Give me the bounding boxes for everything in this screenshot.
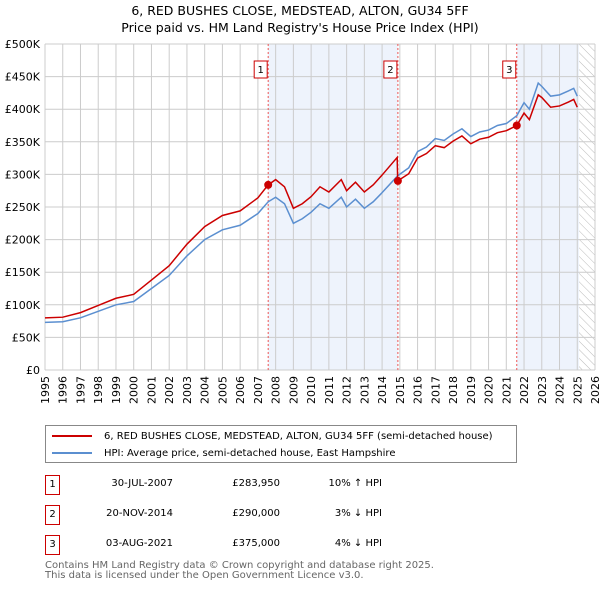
y-tick-label: £400K (5, 103, 41, 116)
sale-number: 3 (45, 535, 60, 555)
sale-label-box (383, 60, 398, 79)
x-tick-label: 2002 (163, 376, 176, 404)
legend-item-property: 6, RED BUSHES CLOSE, MEDSTEAD, ALTON, GU… (46, 428, 493, 444)
x-tick-label: 2017 (429, 376, 442, 404)
footer-line: This data is licensed under the Open Gov… (45, 570, 364, 581)
footer-line: Contains HM Land Registry data © Crown c… (45, 560, 434, 571)
sale-vs-hpi: 10% ↑ HPI (328, 478, 382, 489)
legend-swatch (52, 435, 92, 437)
x-tick-label: 2026 (589, 376, 600, 404)
x-tick-label: 2020 (483, 376, 496, 404)
x-tick-label: 1997 (74, 376, 87, 404)
chart-title: 6, RED BUSHES CLOSE, MEDSTEAD, ALTON, GU… (131, 3, 469, 18)
x-tick-label: 1998 (92, 376, 105, 404)
legend-label: 6, RED BUSHES CLOSE, MEDSTEAD, ALTON, GU… (104, 430, 493, 442)
x-tick-label: 2015 (394, 376, 407, 404)
sale-row: 1 30-JUL-2007 £283,950 10% ↑ HPI (45, 475, 545, 495)
x-tick-label: 2021 (500, 376, 513, 404)
x-tick-label: 2023 (536, 376, 549, 404)
x-tick-label: 2014 (376, 376, 389, 404)
x-tick-label: 2025 (571, 376, 584, 404)
x-tick-label: 2004 (199, 376, 212, 404)
sale-date: 03-AUG-2021 (105, 538, 173, 549)
x-tick-label: 2003 (181, 376, 194, 404)
x-tick-label: 2016 (412, 376, 425, 404)
y-tick-label: £250K (5, 201, 41, 214)
x-tick-label: 2008 (270, 376, 283, 404)
x-tick-label: 1999 (110, 376, 123, 404)
x-tick-label: 2024 (554, 376, 567, 404)
x-tick-label: 2011 (323, 376, 336, 404)
y-tick-label: £200K (5, 234, 41, 247)
sale-number: 1 (45, 475, 60, 495)
sale-label: 2 (387, 65, 393, 76)
y-tick-label: £150K (5, 266, 41, 279)
x-tick-label: 2001 (145, 376, 158, 404)
y-tick-label: £300K (5, 168, 41, 181)
sale-row: 2 20-NOV-2014 £290,000 3% ↓ HPI (45, 505, 545, 525)
y-tick-label: £450K (5, 71, 41, 84)
y-tick-label: £0 (26, 364, 40, 377)
chart-subtitle: Price paid vs. HM Land Registry's House … (121, 20, 479, 35)
sale-label: 3 (506, 65, 512, 76)
x-tick-label: 2010 (305, 376, 318, 404)
legend-item-hpi: HPI: Average price, semi-detached house,… (46, 445, 395, 461)
sale-label-box (253, 60, 268, 79)
y-tick-label: £50K (12, 331, 41, 344)
price-chart: 1995 1996 1997 1998 1999 2000 2001 2002 2003 2004… (5, 38, 600, 404)
series-line (44, 93, 578, 319)
sale-row: 3 03-AUG-2021 £375,000 4% ↓ HPI (45, 535, 545, 555)
x-tick-label: 2005 (216, 376, 229, 404)
x-tick-label: 1996 (57, 376, 70, 404)
sale-price: £290,000 (232, 508, 280, 519)
x-tick-label: 1995 (39, 376, 52, 404)
x-tick-label: 2006 (234, 376, 247, 404)
legend: 6, RED BUSHES CLOSE, MEDSTEAD, ALTON, GU… (45, 425, 517, 463)
sale-number: 2 (45, 505, 60, 525)
sale-point (264, 180, 273, 189)
sale-vs-hpi: 3% ↓ HPI (334, 508, 382, 519)
sale-price: £375,000 (232, 538, 280, 549)
x-tick-label: 2000 (128, 376, 141, 404)
x-tick-label: 2012 (341, 376, 354, 404)
sale-label: 1 (258, 65, 264, 76)
footer: Contains HM Land Registry data © Crown c… (45, 561, 434, 581)
legend-swatch (52, 452, 92, 454)
y-tick-label: £500K (5, 38, 41, 51)
x-tick-label: 2022 (518, 376, 531, 404)
x-tick-label: 2007 (252, 376, 265, 404)
y-tick-label: £350K (5, 136, 41, 149)
x-tick-label: 2018 (447, 376, 460, 404)
sale-label-box (502, 60, 517, 79)
x-tick-label: 2019 (465, 376, 478, 404)
y-tick-label: £100K (5, 299, 41, 312)
sale-vs-hpi: 4% ↓ HPI (334, 538, 382, 549)
series-line (44, 81, 578, 324)
x-tick-label: 2009 (287, 376, 300, 404)
x-tick-label: 2013 (358, 376, 371, 404)
sale-date: 20-NOV-2014 (106, 508, 173, 519)
legend-label: HPI: Average price, semi-detached house,… (104, 447, 396, 459)
sale-point (512, 121, 521, 130)
sale-point (393, 176, 402, 185)
sale-date: 30-JUL-2007 (111, 478, 173, 489)
sale-price: £283,950 (232, 478, 280, 489)
